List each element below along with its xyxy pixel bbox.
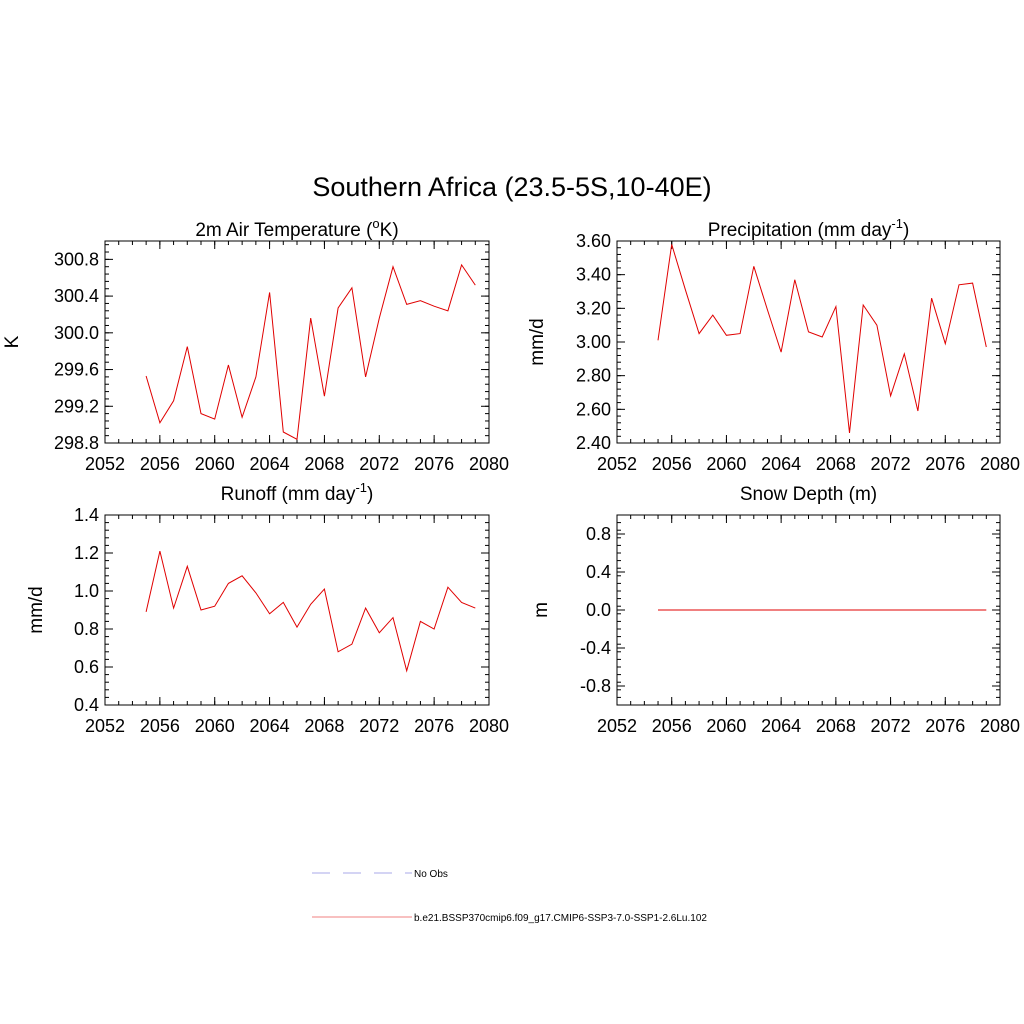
y-tick-label: 0.8 [586, 524, 611, 544]
x-tick-label: 2056 [140, 454, 180, 474]
y-axis-label: K [2, 335, 23, 348]
x-tick-label: 2072 [871, 454, 911, 474]
x-tick-label: 2068 [816, 716, 856, 736]
panel-1: 2052 2056 2060 2064 2068 2072 2076 2080 298.8 299… [2, 216, 509, 474]
y-axis-label: m [531, 602, 552, 618]
y-tick-label: 298.8 [54, 433, 99, 453]
x-tick-label: 2052 [85, 454, 125, 474]
series-line [145, 263, 476, 441]
y-tick-label: -0.4 [580, 638, 611, 658]
x-tick-label: 2068 [816, 454, 856, 474]
x-tick-label: 2080 [980, 454, 1020, 474]
y-tick-label: 0.8 [74, 619, 99, 639]
series-line [145, 550, 476, 673]
panel-title: Snow Depth (m) [740, 484, 877, 505]
x-tick-label: 2072 [359, 454, 399, 474]
legend-label: No Obs [414, 869, 448, 880]
x-tick-label: 2064 [250, 716, 290, 736]
x-tick-label: 2056 [652, 716, 692, 736]
y-tick-label: 300.0 [54, 323, 99, 343]
y-tick-label: 299.2 [54, 396, 99, 416]
x-tick-label: 2056 [140, 716, 180, 736]
x-tick-label: 2072 [871, 716, 911, 736]
y-tick-label: 300.8 [54, 249, 99, 269]
y-tick-label: 1.2 [74, 543, 99, 563]
panel-3: 2052 2056 2060 2064 2068 2072 2076 2080 0.4 0.6 0.… [26, 480, 509, 736]
y-tick-label: -0.8 [580, 676, 611, 696]
panel-2: 2052 2056 2060 2064 2068 2072 2076 2080 2.40 2.60… [527, 216, 1020, 474]
x-tick-label: 2076 [414, 716, 454, 736]
x-tick-label: 2052 [597, 454, 637, 474]
x-tick-label: 2076 [925, 454, 965, 474]
x-tick-label: 2060 [195, 716, 235, 736]
y-tick-label: 0.4 [74, 695, 99, 715]
y-tick-label: 0.0 [586, 600, 611, 620]
x-tick-label: 2080 [469, 716, 509, 736]
x-tick-label: 2064 [761, 716, 801, 736]
y-tick-label: 3.60 [576, 231, 611, 251]
panel-title: Runoff (mm day-1) [221, 480, 374, 505]
x-tick-label: 2052 [597, 716, 637, 736]
x-tick-label: 2080 [980, 716, 1020, 736]
y-tick-label: 2.80 [576, 366, 611, 386]
x-tick-label: 2052 [85, 716, 125, 736]
x-tick-label: 2060 [706, 454, 746, 474]
y-tick-label: 299.6 [54, 360, 99, 380]
y-tick-label: 3.00 [576, 332, 611, 352]
x-tick-label: 2072 [359, 716, 399, 736]
y-tick-label: 0.4 [586, 562, 611, 582]
y-axis-label: mm/d [527, 318, 548, 366]
y-tick-label: 2.40 [576, 433, 611, 453]
x-tick-label: 2060 [706, 716, 746, 736]
y-tick-label: 3.20 [576, 298, 611, 318]
legend: No Obs b.e21.BSSP370cmip6.f09_g17.CMIP6-S… [312, 869, 707, 924]
panels: 2052 2056 2060 2064 2068 2072 2076 2080 298.8 299… [2, 216, 1020, 736]
x-tick-label: 2068 [304, 716, 344, 736]
y-tick-label: 1.4 [74, 505, 99, 525]
figure-title: Southern Africa (23.5-5S,10-40E) [312, 172, 711, 202]
y-tick-label: 300.4 [54, 286, 99, 306]
x-tick-label: 2064 [250, 454, 290, 474]
series-line [657, 244, 987, 433]
legend-label: b.e21.BSSP370cmip6.f09_g17.CMIP6-SSP3-7.… [414, 913, 707, 924]
y-tick-label: 3.40 [576, 265, 611, 285]
y-tick-label: 1.0 [74, 581, 99, 601]
x-tick-label: 2080 [469, 454, 509, 474]
panel-4: 2052 2056 2060 2064 2068 2072 2076 2080 -0.8 -0.4… [531, 484, 1020, 736]
x-tick-label: 2060 [195, 454, 235, 474]
panel-title: 2m Air Temperature (oK) [195, 216, 398, 241]
y-tick-label: 0.6 [74, 657, 99, 677]
panel-title: Precipitation (mm day-1) [708, 216, 910, 241]
y-tick-label: 2.60 [576, 399, 611, 419]
x-tick-label: 2056 [652, 454, 692, 474]
x-tick-label: 2076 [414, 454, 454, 474]
x-tick-label: 2076 [925, 716, 965, 736]
y-axis-label: mm/d [26, 586, 47, 634]
x-tick-label: 2068 [304, 454, 344, 474]
x-tick-label: 2064 [761, 454, 801, 474]
